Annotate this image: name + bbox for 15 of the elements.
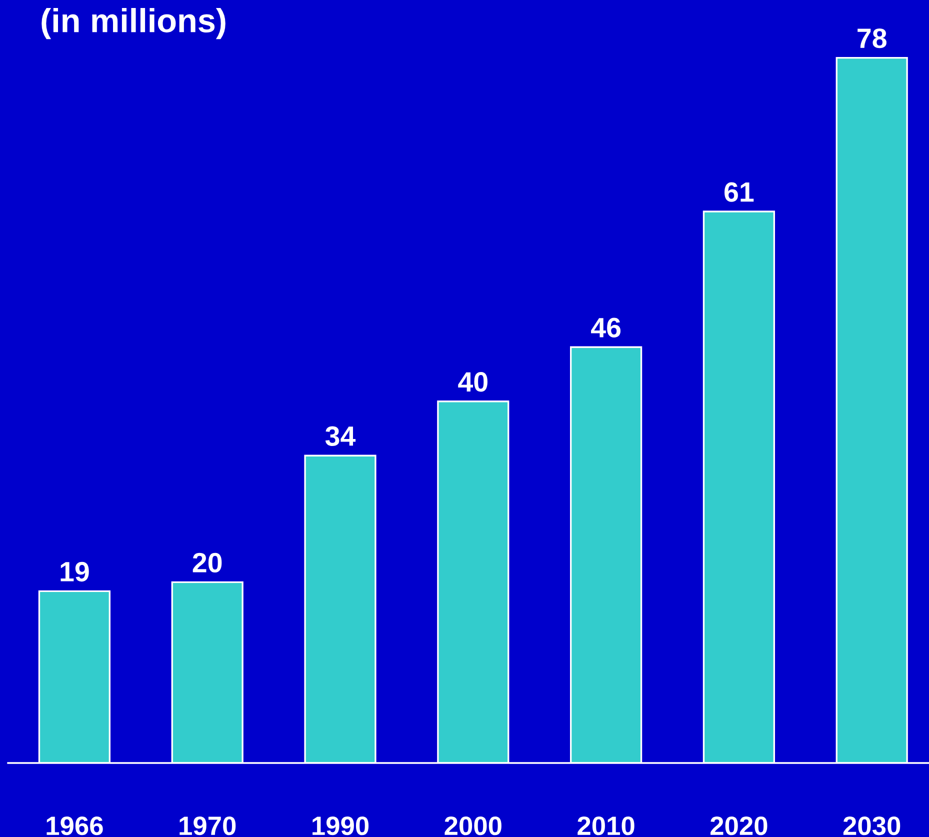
data-label: 34 <box>325 426 356 446</box>
x-tick-label: 2030 <box>843 816 900 836</box>
x-tick-label: 2010 <box>578 816 634 836</box>
chart-title: (in millions) <box>42 8 226 40</box>
data-label: 61 <box>724 182 754 202</box>
x-tick-label: 1966 <box>46 816 103 836</box>
x-tick-label: 1990 <box>312 816 369 836</box>
x-tick-label: 1970 <box>180 816 236 836</box>
data-label: 40 <box>458 372 488 392</box>
data-label: 78 <box>858 28 886 48</box>
data-label: 19 <box>60 562 89 582</box>
x-tick-label: 2020 <box>710 816 768 836</box>
data-label: 20 <box>192 552 222 573</box>
data-label: 46 <box>591 318 620 338</box>
x-tick-label: 2000 <box>444 816 502 836</box>
